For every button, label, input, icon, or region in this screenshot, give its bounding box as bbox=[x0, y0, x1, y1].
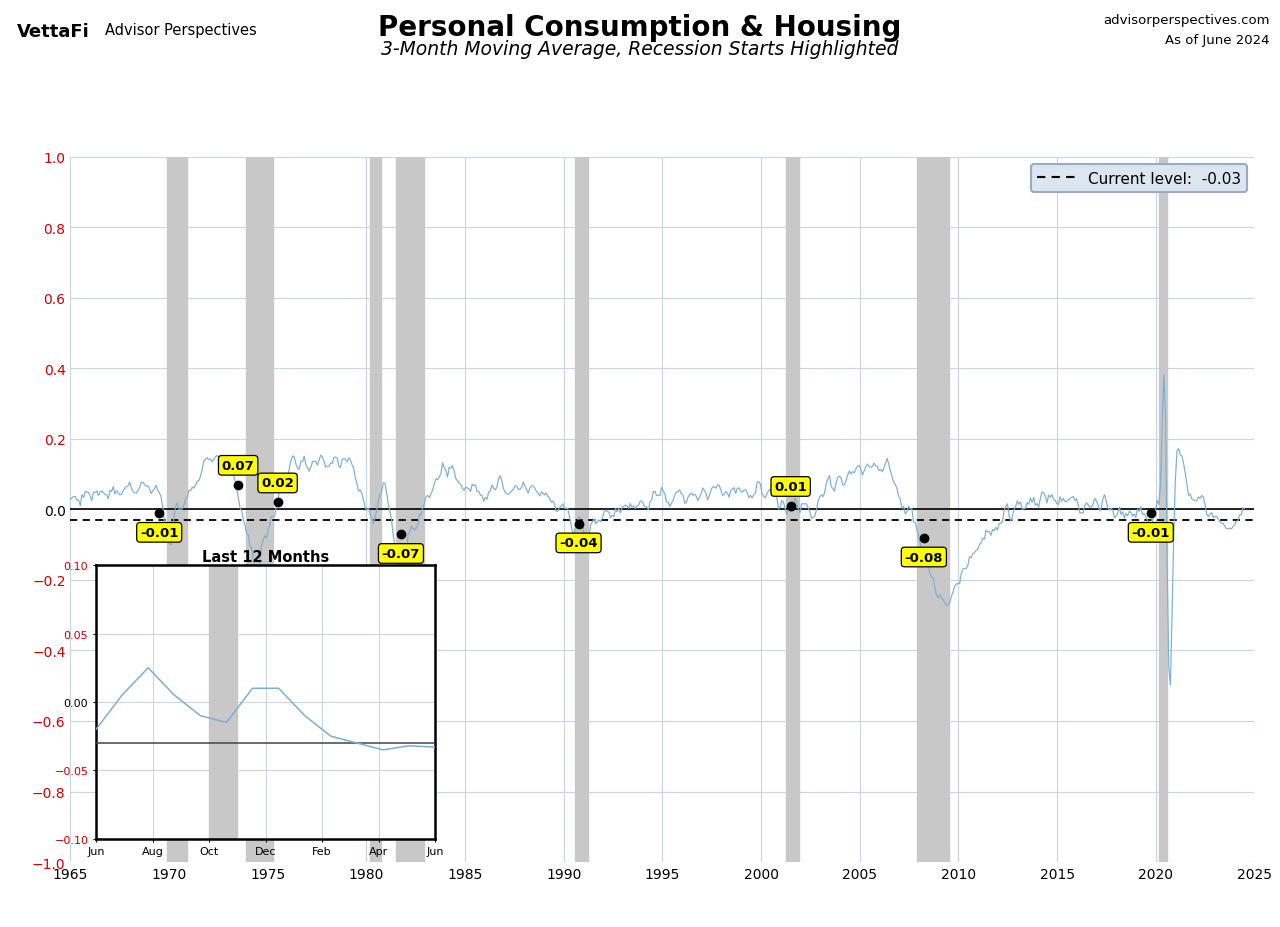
Legend: Current level:  -0.03: Current level: -0.03 bbox=[1030, 165, 1247, 193]
Text: -0.07: -0.07 bbox=[381, 547, 420, 561]
Text: advisorperspectives.com: advisorperspectives.com bbox=[1103, 14, 1270, 27]
Title: Last 12 Months: Last 12 Months bbox=[202, 550, 329, 565]
Text: VettaFi: VettaFi bbox=[17, 23, 90, 41]
Text: 0.01: 0.01 bbox=[774, 480, 808, 493]
Bar bbox=[246, 158, 273, 862]
Bar bbox=[168, 158, 187, 862]
Text: -0.04: -0.04 bbox=[559, 537, 598, 550]
Text: As of June 2024: As of June 2024 bbox=[1165, 34, 1270, 47]
Text: -0.01: -0.01 bbox=[1132, 527, 1170, 540]
Text: Personal Consumption & Housing: Personal Consumption & Housing bbox=[379, 14, 901, 42]
Text: 0.02: 0.02 bbox=[261, 476, 294, 490]
Bar bbox=[396, 158, 424, 862]
Bar bbox=[786, 158, 799, 862]
Text: -0.01: -0.01 bbox=[140, 527, 178, 540]
Text: 0.07: 0.07 bbox=[221, 459, 255, 473]
Text: 3-Month Moving Average, Recession Starts Highlighted: 3-Month Moving Average, Recession Starts… bbox=[381, 40, 899, 58]
Bar bbox=[209, 565, 237, 839]
Text: -0.08: -0.08 bbox=[905, 551, 943, 564]
Bar bbox=[918, 158, 948, 862]
Bar bbox=[575, 158, 589, 862]
Text: Advisor Perspectives: Advisor Perspectives bbox=[105, 23, 257, 38]
Bar bbox=[370, 158, 381, 862]
Bar bbox=[1158, 158, 1167, 862]
